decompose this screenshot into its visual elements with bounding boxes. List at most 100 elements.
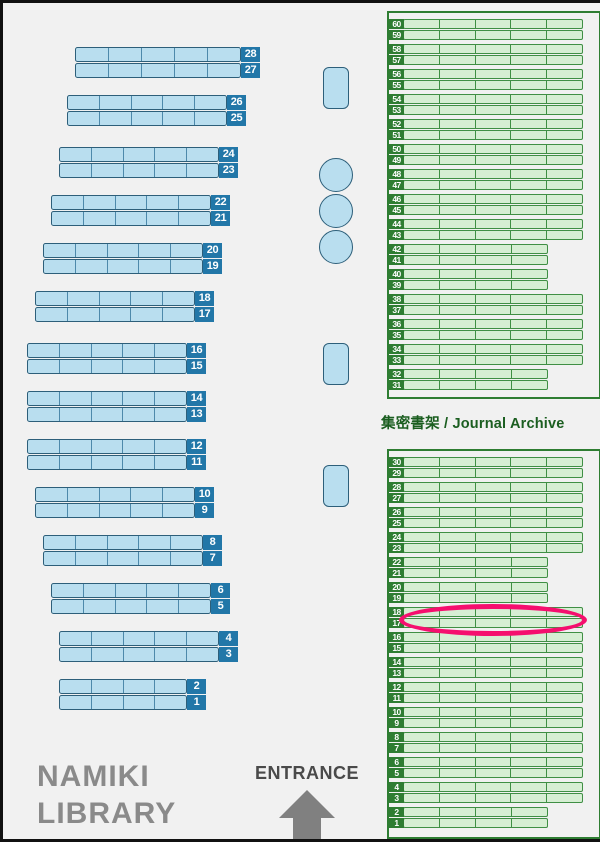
archive-row-9[interactable]: 9 — [389, 718, 597, 728]
archive-label-53[interactable]: 53 — [389, 105, 404, 115]
shelf-row-9[interactable] — [35, 503, 195, 518]
archive-row-48[interactable]: 48 — [389, 169, 597, 179]
shelf-row-8[interactable] — [43, 535, 203, 550]
archive-row-21[interactable]: 21 — [389, 568, 597, 578]
archive-label-31[interactable]: 31 — [389, 380, 404, 390]
archive-row-45[interactable]: 45 — [389, 205, 597, 215]
shelf-row-13[interactable] — [27, 407, 187, 422]
archive-row-15[interactable]: 15 — [389, 643, 597, 653]
archive-label-20[interactable]: 20 — [389, 582, 404, 592]
archive-label-26[interactable]: 26 — [389, 507, 404, 517]
shelf-group-17-18[interactable]: 18 17 — [35, 291, 216, 325]
shelf-row-4[interactable] — [59, 631, 219, 646]
archive-label-44[interactable]: 44 — [389, 219, 404, 229]
round-table-1[interactable] — [319, 158, 353, 192]
archive-row-46[interactable]: 46 — [389, 194, 597, 204]
archive-row-13[interactable]: 13 — [389, 668, 597, 678]
archive-row-50[interactable]: 50 — [389, 144, 597, 154]
shelf-badge-5[interactable]: 5 — [211, 599, 230, 614]
round-table-2[interactable] — [319, 194, 353, 228]
archive-label-32[interactable]: 32 — [389, 369, 404, 379]
archive-row-14[interactable]: 14 — [389, 657, 597, 667]
archive-label-22[interactable]: 22 — [389, 557, 404, 567]
archive-row-57[interactable]: 57 — [389, 55, 597, 65]
archive-label-38[interactable]: 38 — [389, 294, 404, 304]
archive-row-12[interactable]: 12 — [389, 682, 597, 692]
shelf-row-27[interactable] — [75, 63, 241, 78]
archive-label-39[interactable]: 39 — [389, 280, 404, 290]
archive-label-35[interactable]: 35 — [389, 330, 404, 340]
archive-row-22[interactable]: 22 — [389, 557, 597, 567]
archive-row-2[interactable]: 2 — [389, 807, 597, 817]
shelf-row-16[interactable] — [27, 343, 187, 358]
archive-label-27[interactable]: 27 — [389, 493, 404, 503]
archive-label-40[interactable]: 40 — [389, 269, 404, 279]
archive-label-13[interactable]: 13 — [389, 668, 404, 678]
shelf-badge-28[interactable]: 28 — [241, 47, 260, 62]
shelf-badge-10[interactable]: 10 — [195, 487, 214, 502]
shelf-row-21[interactable] — [51, 211, 211, 226]
shelf-group-25-26[interactable]: 26 25 — [67, 95, 248, 129]
shelf-row-18[interactable] — [35, 291, 195, 306]
shelf-badge-18[interactable]: 18 — [195, 291, 214, 306]
shelf-badge-24[interactable]: 24 — [219, 147, 238, 162]
archive-row-25[interactable]: 25 — [389, 518, 597, 528]
archive-row-7[interactable]: 7 — [389, 743, 597, 753]
archive-row-27[interactable]: 27 — [389, 493, 597, 503]
archive-label-18[interactable]: 18 — [389, 607, 404, 617]
archive-row-31[interactable]: 31 — [389, 380, 597, 390]
archive-label-60[interactable]: 60 — [389, 19, 404, 29]
archive-label-14[interactable]: 14 — [389, 657, 404, 667]
archive-row-40[interactable]: 40 — [389, 269, 597, 279]
shelf-badge-7[interactable]: 7 — [203, 551, 222, 566]
shelf-row-23[interactable] — [59, 163, 219, 178]
archive-row-3[interactable]: 3 — [389, 793, 597, 803]
shelf-badge-21[interactable]: 21 — [211, 211, 230, 226]
archive-row-43[interactable]: 43 — [389, 230, 597, 240]
shelf-badge-11[interactable]: 11 — [187, 455, 206, 470]
shelf-badge-22[interactable]: 22 — [211, 195, 230, 210]
shelf-badge-1[interactable]: 1 — [187, 695, 206, 710]
archive-label-45[interactable]: 45 — [389, 205, 404, 215]
shelf-row-15[interactable] — [27, 359, 187, 374]
archive-label-17[interactable]: 17 — [389, 618, 404, 628]
study-carrel-3[interactable] — [323, 465, 349, 507]
archive-label-19[interactable]: 19 — [389, 593, 404, 603]
archive-label-8[interactable]: 8 — [389, 732, 404, 742]
archive-label-1[interactable]: 1 — [389, 818, 404, 828]
archive-row-38[interactable]: 38 — [389, 294, 597, 304]
archive-label-15[interactable]: 15 — [389, 643, 404, 653]
archive-row-42[interactable]: 42 — [389, 244, 597, 254]
archive-row-52[interactable]: 52 — [389, 119, 597, 129]
archive-row-59[interactable]: 59 — [389, 30, 597, 40]
shelf-group-21-22[interactable]: 22 21 — [51, 195, 232, 229]
archive-label-23[interactable]: 23 — [389, 543, 404, 553]
shelf-badge-2[interactable]: 2 — [187, 679, 206, 694]
shelf-row-26[interactable] — [67, 95, 227, 110]
archive-label-49[interactable]: 49 — [389, 155, 404, 165]
archive-row-6[interactable]: 6 — [389, 757, 597, 767]
archive-label-50[interactable]: 50 — [389, 144, 404, 154]
archive-row-34[interactable]: 34 — [389, 344, 597, 354]
archive-row-54[interactable]: 54 — [389, 94, 597, 104]
shelf-row-6[interactable] — [51, 583, 211, 598]
archive-row-56[interactable]: 56 — [389, 69, 597, 79]
shelf-badge-19[interactable]: 19 — [203, 259, 222, 274]
study-carrel-2[interactable] — [323, 343, 349, 385]
shelf-row-24[interactable] — [59, 147, 219, 162]
shelf-badge-14[interactable]: 14 — [187, 391, 206, 406]
archive-row-60[interactable]: 60 — [389, 19, 597, 29]
archive-row-49[interactable]: 49 — [389, 155, 597, 165]
shelf-group-11-12[interactable]: 12 11 — [27, 439, 208, 473]
archive-row-41[interactable]: 41 — [389, 255, 597, 265]
shelf-badge-9[interactable]: 9 — [195, 503, 214, 518]
archive-label-29[interactable]: 29 — [389, 468, 404, 478]
archive-label-16[interactable]: 16 — [389, 632, 404, 642]
archive-row-4[interactable]: 4 — [389, 782, 597, 792]
shelf-group-13-14[interactable]: 14 13 — [27, 391, 208, 425]
archive-label-54[interactable]: 54 — [389, 94, 404, 104]
shelf-group-15-16[interactable]: 16 15 — [27, 343, 208, 377]
archive-row-23[interactable]: 23 — [389, 543, 597, 553]
